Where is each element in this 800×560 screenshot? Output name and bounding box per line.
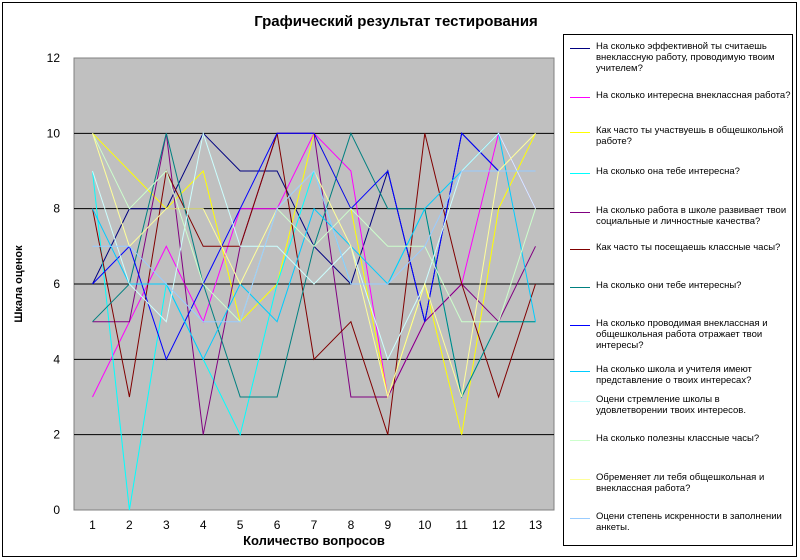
- x-tick-label: 12: [492, 518, 506, 532]
- x-tick-label: 13: [529, 518, 543, 532]
- series-line-8: [92, 132, 536, 361]
- legend-label: На сколько она тебе интересна?: [596, 166, 740, 177]
- legend-label: На сколько интересна внеклассная работа?: [596, 90, 791, 101]
- x-tick-label: 8: [348, 518, 355, 532]
- y-tick-label: 4: [53, 352, 60, 366]
- x-tick-label: 1: [89, 518, 96, 532]
- x-axis-label: Количество вопросов: [243, 533, 385, 548]
- x-tick-label: 4: [200, 518, 207, 532]
- legend-swatch: [570, 325, 590, 326]
- y-tick-label: 10: [47, 126, 61, 140]
- legend-label: На сколько проводимая внеклассная и обще…: [596, 318, 768, 351]
- x-tick-label: 9: [385, 518, 392, 532]
- legend-label: Оцени стремление школы в удовлетворении …: [596, 394, 746, 416]
- legend-label: На сколько школа и учителя имеют предста…: [596, 364, 752, 386]
- x-tick-label: 11: [455, 518, 468, 532]
- y-tick-label: 6: [53, 277, 60, 291]
- legend-label: На сколько они тебе интересны?: [596, 280, 742, 291]
- legend-label: На сколько полезны классные часы?: [596, 433, 760, 444]
- legend-label: На сколько работа в школе развивает твои…: [596, 205, 787, 227]
- y-tick-label: 2: [53, 428, 60, 442]
- legend-swatch: [570, 97, 590, 98]
- legend-swatch: [570, 287, 590, 288]
- series-lines: [92, 131, 536, 511]
- y-tick-labels: 0 2 4 6 8 10 12: [47, 51, 61, 517]
- x-tick-label: 3: [163, 518, 170, 532]
- y-tick-label: 8: [53, 202, 60, 216]
- series-line-13: [92, 170, 536, 323]
- x-tick-label: 10: [418, 518, 432, 532]
- legend-label: Обременяет ли тебя общешкольная и внекла…: [596, 472, 765, 494]
- legend-label: Как часто ты посещаешь классные часы?: [596, 242, 781, 253]
- x-tick-labels: 1 2 3 4 5 6 7 8 9 10 11 12 13: [89, 518, 542, 532]
- legend-swatch: [570, 132, 590, 133]
- legend-swatch: [570, 479, 590, 480]
- y-axis-label: Шкала оценок: [13, 245, 25, 323]
- x-tick-label: 6: [274, 518, 281, 532]
- legend-swatch: [570, 48, 590, 49]
- series-line-11: [92, 133, 536, 323]
- legend-label: Как часто ты участвуешь в общешкольной р…: [596, 125, 784, 147]
- legend-label: Оцени степень искренности в заполнении а…: [596, 511, 782, 533]
- x-tick-label: 7: [311, 518, 318, 532]
- x-tick-label: 2: [126, 518, 133, 532]
- y-tick-label: 12: [47, 51, 61, 65]
- chart-title: Графический результат тестирования: [254, 13, 538, 30]
- legend: На сколько эффективной ты считаешь внекл…: [563, 34, 793, 546]
- legend-swatch: [570, 212, 590, 213]
- legend-swatch: [570, 371, 590, 372]
- legend-swatch: [570, 401, 590, 402]
- legend-swatch: [570, 249, 590, 250]
- legend-label: На сколько эффективной ты считаешь внекл…: [596, 41, 775, 74]
- legend-swatch: [570, 173, 590, 174]
- x-tick-label: 5: [237, 518, 244, 532]
- legend-swatch: [570, 518, 590, 519]
- y-tick-label: 0: [53, 503, 60, 517]
- legend-swatch: [570, 440, 590, 441]
